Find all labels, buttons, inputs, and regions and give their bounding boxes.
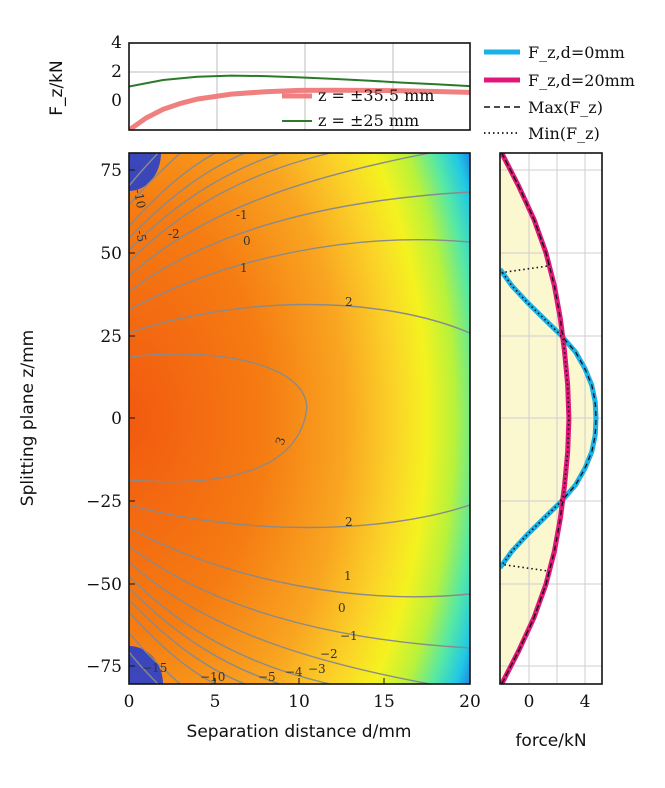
contour-label: −10: [200, 670, 225, 684]
contour-label: -5: [133, 229, 149, 243]
main-ytick-label: −25: [86, 492, 122, 512]
main-xtick-label: 20: [459, 692, 481, 712]
contour-3: [129, 353, 308, 483]
contour-label: −1: [340, 629, 358, 643]
contour-label: −5: [258, 670, 276, 684]
main-ylabel: Splitting plane z/mm: [18, 330, 38, 506]
top-legend: z = ±35.5 mm z = ±25 mm: [282, 86, 434, 130]
contour-m4-upper: [129, 153, 246, 239]
contour-label: 0: [243, 234, 251, 248]
main-xtick-label: 10: [288, 692, 310, 712]
side-legend: F_z,d=0mm F_z,d=20mm Max(F_z) Min(F_z): [484, 43, 635, 143]
side-legend-label-0: F_z,d=0mm: [528, 43, 625, 62]
side-legend-label-3: Min(F_z): [528, 124, 600, 143]
main-ticks: [128, 169, 471, 684]
side-gridlines: [500, 153, 602, 684]
contour-label: 0: [338, 601, 346, 615]
main-xtick-label: 0: [124, 692, 135, 712]
contour-label: -1: [236, 208, 248, 222]
side-xlabel: force/kN: [515, 731, 586, 751]
top-legend-label-0: z = ±35.5 mm: [318, 86, 434, 105]
contour-label: −4: [285, 665, 303, 679]
contour-m10-lower: [129, 632, 181, 684]
contour-label: 1: [344, 569, 352, 583]
contour-m4-lower: [129, 599, 246, 684]
contour-m10-upper: [129, 153, 181, 206]
side-xtick-label: 0: [524, 692, 535, 712]
contour-m5-upper: [129, 153, 216, 227]
heatmap-fill: [129, 153, 470, 684]
top-axes-frame: [128, 42, 471, 131]
contour-label: 3: [273, 435, 289, 447]
top-ylabel: F_z/kN: [47, 60, 67, 116]
contour-1-lower: [129, 527, 470, 598]
heatmap-corner-bottom: [129, 646, 163, 684]
main-yticks: 75 50 25 0 −25 −50 −75: [86, 161, 122, 677]
main-ytick-label: 75: [100, 161, 122, 181]
main-ytick-label: −75: [86, 657, 122, 677]
top-series-line-1: [129, 74, 470, 88]
side-series-line-0: [500, 267, 599, 570]
top-ytick-label: 0: [111, 91, 122, 111]
top-ytick-label: 2: [111, 62, 122, 82]
contour-m5-lower: [129, 611, 216, 684]
contour-label: −3: [308, 662, 326, 676]
contour-label: −15: [142, 661, 167, 675]
top-yticks: 4 2 0: [111, 33, 122, 111]
main-ytick-label: 50: [100, 244, 122, 264]
contour-label: 2: [345, 295, 353, 309]
side-axes-frame: [499, 152, 603, 685]
contour-lines: [129, 153, 470, 684]
contour-m3-lower: [129, 587, 281, 684]
contour-m2-lower: [129, 575, 331, 684]
contour-0-upper: [129, 191, 470, 293]
main-xticks: 0 5 10 15 20: [124, 692, 481, 712]
contour-m1-lower: [129, 561, 431, 684]
main-panel: 3 2 2 1 1 0 0 -1 −1 -2 −2 −3 −4 -5 -10 −…: [18, 152, 481, 742]
contour-m2-upper: [129, 153, 331, 263]
contour-labels: 3 2 2 1 1 0 0 -1 −1 -2 −2 −3 −4 -5 -10 −…: [131, 188, 358, 684]
main-ytick-label: −50: [86, 575, 122, 595]
contour-label: -2: [168, 227, 180, 241]
top-legend-label-1: z = ±25 mm: [318, 111, 419, 130]
side-panel: 0 4 force/kN F_z,d=0mm F_z,d=20mm Max(F_…: [484, 43, 635, 751]
contour-m15-upper: [129, 153, 159, 187]
contour-1-upper: [129, 239, 470, 311]
contour-label: −2: [320, 647, 338, 661]
heatmap-corner-top: [129, 153, 161, 191]
side-legend-label-2: Max(F_z): [528, 98, 603, 117]
side-xticks: 0 4: [524, 692, 591, 712]
contour-2-upper: [129, 303, 470, 334]
top-series-line-0: [129, 87, 470, 130]
contour-2-lower: [129, 504, 470, 529]
main-xtick-label: 5: [210, 692, 221, 712]
contour-m15-lower: [129, 651, 159, 684]
main-ytick-label: 25: [100, 327, 122, 347]
side-xtick-label: 4: [580, 692, 591, 712]
contour-label: -10: [131, 188, 148, 209]
side-series-line-1: [500, 153, 572, 684]
contour-label: 1: [240, 261, 248, 275]
main-ytick-label: 0: [111, 409, 122, 429]
main-xtick-label: 15: [373, 692, 395, 712]
top-ytick-label: 4: [111, 33, 122, 53]
contour-m1-upper: [129, 153, 431, 277]
top-panel: 4 2 0 F_z/kN z = ±35.5 mm z = ±25 mm: [47, 33, 471, 131]
contour-0-lower: [129, 545, 470, 649]
contour-label: 2: [345, 515, 353, 529]
top-gridlines: [129, 43, 470, 130]
main-xlabel: Separation distance d/mm: [187, 722, 412, 742]
side-legend-label-1: F_z,d=20mm: [528, 71, 635, 90]
contour-m3-upper: [129, 153, 281, 251]
